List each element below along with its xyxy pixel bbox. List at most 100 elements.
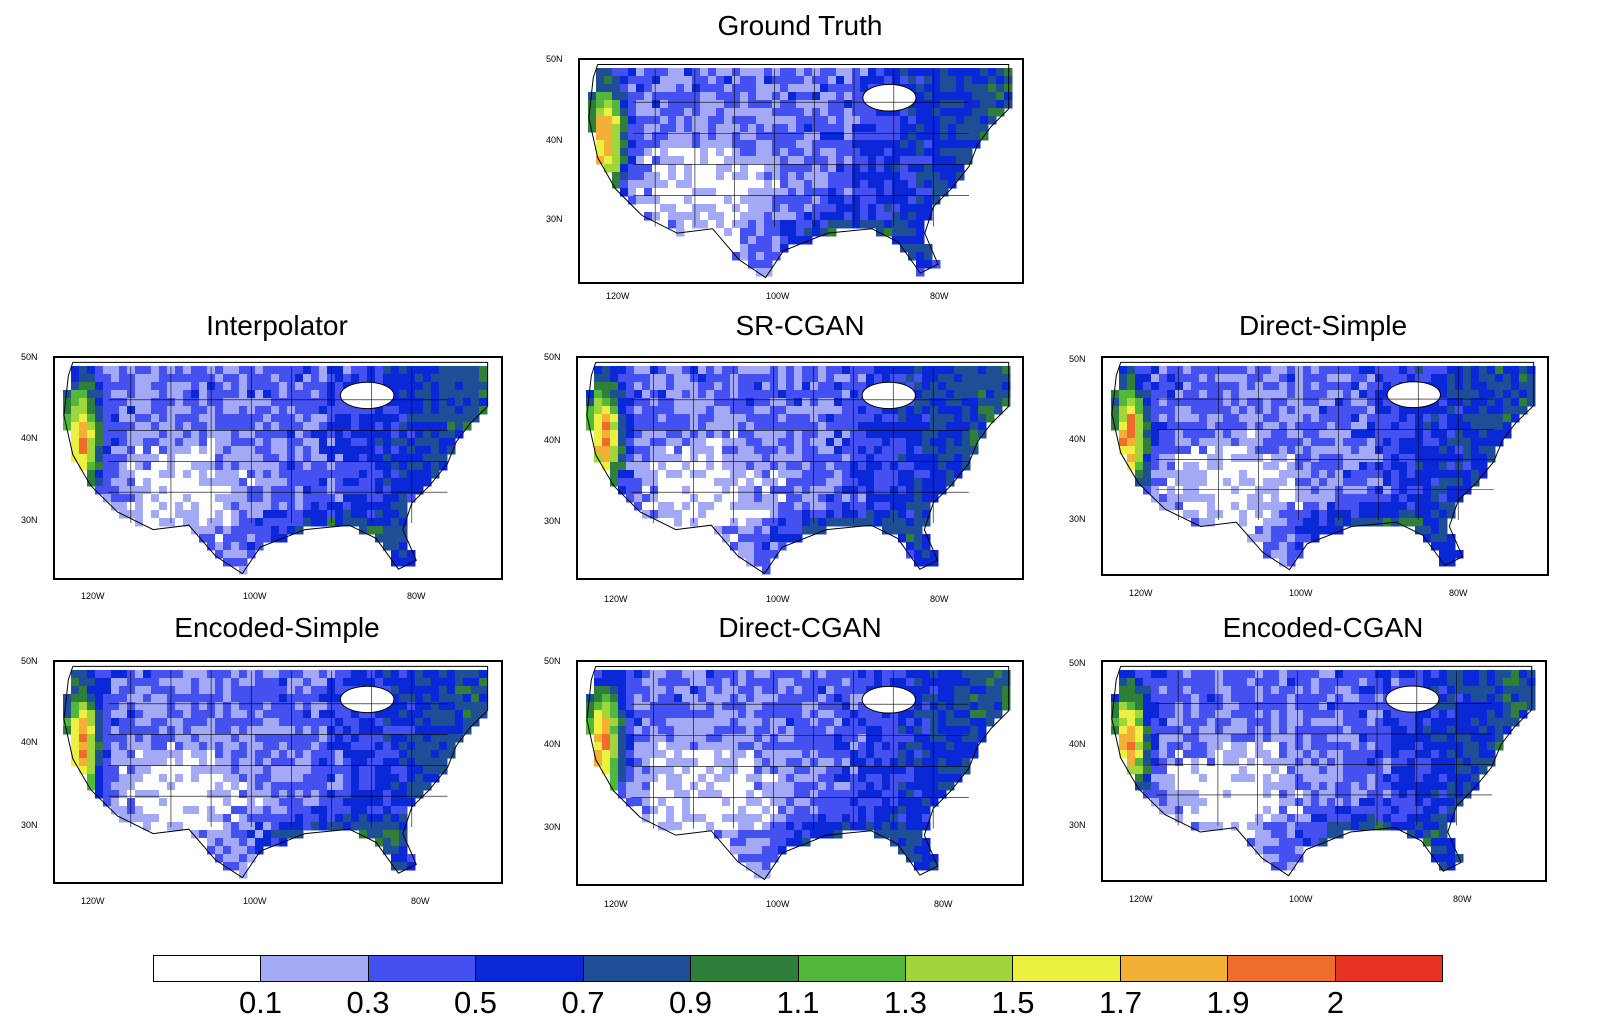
colorbar-segment	[261, 956, 369, 981]
precipitation-field	[586, 361, 1011, 575]
lon-label-120w: 120W	[81, 591, 105, 601]
country-border	[1111, 665, 1533, 877]
country-border	[586, 361, 1010, 575]
panel-direct-simple: Direct-Simple 50N 40N 30N 120W 100W 80W	[1069, 308, 1563, 608]
lon-label-80w: 80W	[407, 591, 426, 601]
colorbar-label: 1.7	[1098, 985, 1143, 1020]
colorbar-label: 2	[1326, 985, 1345, 1020]
country-border	[586, 665, 1010, 881]
precipitation-field	[63, 665, 489, 879]
lat-label-50n: 50N	[21, 656, 38, 666]
lon-label-120w: 120W	[606, 291, 630, 301]
lon-label-120w: 120W	[604, 594, 628, 604]
lon-label-120w: 120W	[81, 896, 105, 906]
lon-label-100w: 100W	[243, 896, 267, 906]
colorbar-label: 1.1	[776, 985, 820, 1020]
lat-label-30n: 30N	[544, 822, 561, 832]
great-lakes	[339, 381, 395, 410]
lon-label-120w: 120W	[1129, 894, 1153, 904]
colorbar-segment	[905, 956, 1014, 981]
lon-label-100w: 100W	[1289, 588, 1313, 598]
lat-label-30n: 30N	[544, 516, 561, 526]
panel-title: Encoded-CGAN	[1222, 612, 1424, 643]
lon-label-80w: 80W	[411, 896, 430, 906]
panel-encoded-simple: Encoded-Simple 50N 40N 30N 120W 100W 80W	[21, 610, 517, 910]
colorbar-segment	[368, 956, 477, 981]
great-lakes	[862, 83, 917, 112]
colorbar-segment	[583, 956, 692, 981]
map-sr-cgan	[576, 356, 1024, 580]
great-lakes	[339, 685, 395, 714]
panel-title: Encoded-Simple	[174, 612, 380, 643]
lat-label-50n: 50N	[544, 656, 561, 666]
panel-title: Direct-CGAN	[718, 612, 882, 643]
lat-label-40n: 40N	[544, 739, 561, 749]
colorbar-segment	[476, 956, 584, 981]
lon-label-120w: 120W	[604, 899, 628, 909]
lat-label-50n: 50N	[544, 352, 561, 362]
colorbar-label: 0.1	[238, 985, 283, 1020]
map-direct-simple	[1101, 356, 1549, 576]
lon-label-120w: 120W	[1129, 588, 1153, 598]
precipitation-field	[1111, 665, 1536, 877]
lon-label-80w: 80W	[1449, 588, 1468, 598]
map-encoded-cgan	[1101, 660, 1547, 882]
colorbar-segment	[154, 956, 262, 981]
lat-label-40n: 40N	[21, 433, 38, 443]
lon-label-100w: 100W	[766, 899, 790, 909]
lon-label-100w: 100W	[1289, 894, 1313, 904]
great-lakes	[1386, 381, 1441, 409]
colorbar	[153, 955, 1443, 982]
great-lakes	[861, 685, 916, 714]
lon-label-80w: 80W	[1453, 894, 1472, 904]
map-ground-truth	[578, 58, 1024, 284]
colorbar-segment	[798, 956, 906, 981]
lat-label-50n: 50N	[1069, 354, 1086, 364]
lon-label-100w: 100W	[766, 291, 790, 301]
lat-label-40n: 40N	[1069, 434, 1086, 444]
lon-label-80w: 80W	[930, 291, 949, 301]
map-encoded-simple	[53, 660, 503, 884]
country-border	[1111, 361, 1535, 571]
panel-interpolator: Interpolator 50N 40N 30N 120W 100W 80W	[21, 308, 517, 608]
lat-label-30n: 30N	[546, 214, 563, 224]
colorbar-label: 0.3	[346, 985, 390, 1020]
lat-label-30n: 30N	[21, 820, 38, 830]
colorbar-label: 1.5	[991, 985, 1035, 1020]
lat-label-40n: 40N	[1069, 739, 1086, 749]
panel-ground-truth: Ground Truth 50N 40N 30N 120W 100W 80W	[546, 8, 1040, 308]
country-border	[63, 361, 489, 575]
lon-label-80w: 80W	[930, 594, 949, 604]
precipitation-field	[1111, 361, 1536, 571]
great-lakes	[861, 381, 916, 410]
lat-label-30n: 30N	[21, 515, 38, 525]
lat-label-30n: 30N	[1069, 820, 1086, 830]
lat-label-50n: 50N	[546, 54, 563, 64]
lat-label-40n: 40N	[544, 435, 561, 445]
lat-label-40n: 40N	[21, 737, 38, 747]
lat-label-30n: 30N	[1069, 514, 1086, 524]
colorbar-segment	[691, 956, 799, 981]
colorbar-label: 0.7	[561, 985, 605, 1020]
panel-title: Interpolator	[206, 310, 348, 341]
panel-title: Direct-Simple	[1238, 310, 1408, 341]
great-lakes	[1385, 685, 1440, 713]
lat-label-40n: 40N	[546, 135, 563, 145]
precipitation-field	[586, 665, 1011, 881]
colorbar-label: 0.9	[668, 985, 713, 1020]
colorbar-segment	[1120, 956, 1229, 981]
lon-label-100w: 100W	[243, 591, 267, 601]
precipitation-field	[63, 361, 489, 575]
lat-label-50n: 50N	[21, 352, 38, 362]
map-direct-cgan	[576, 660, 1024, 886]
lon-label-100w: 100W	[766, 594, 790, 604]
panel-encoded-cgan: Encoded-CGAN 50N 40N 30N 120W 100W 80W	[1069, 610, 1563, 910]
colorbar-label: 1.3	[883, 985, 928, 1020]
precipitation-field	[588, 63, 1013, 279]
colorbar-segment	[1228, 956, 1336, 981]
lon-label-80w: 80W	[934, 899, 953, 909]
colorbar-segment	[1335, 956, 1443, 981]
colorbar-label: 0.5	[453, 985, 498, 1020]
country-border	[63, 665, 489, 879]
country-border	[588, 63, 1010, 279]
